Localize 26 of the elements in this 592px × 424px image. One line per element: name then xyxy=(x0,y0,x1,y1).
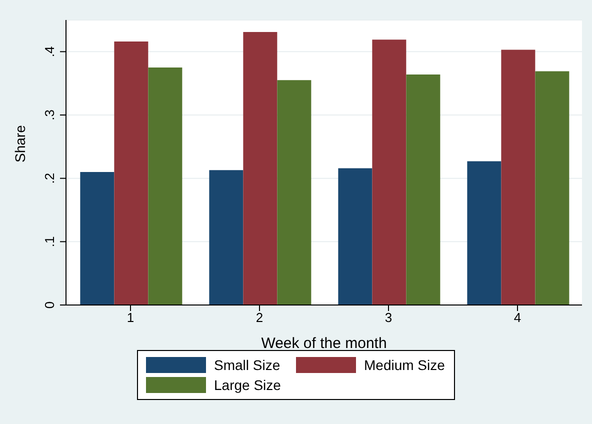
bar xyxy=(243,32,278,305)
bar xyxy=(406,74,440,305)
x-tick-label: 4 xyxy=(514,310,522,326)
bar xyxy=(535,71,570,305)
legend-label: Small Size xyxy=(214,357,280,373)
legend-label: Large Size xyxy=(214,377,281,393)
x-tick-label: 2 xyxy=(256,310,264,326)
x-axis-title: Week of the month xyxy=(261,335,387,352)
bar xyxy=(80,172,114,305)
bar xyxy=(467,161,502,305)
bar xyxy=(114,42,148,305)
x-tick-label: 3 xyxy=(384,310,392,326)
bar xyxy=(209,170,244,305)
bar xyxy=(372,40,406,305)
y-axis-title: Share xyxy=(12,124,28,162)
y-tick-label: 0 xyxy=(42,301,57,309)
bar xyxy=(277,80,312,305)
y-tick-label: .2 xyxy=(42,172,57,184)
legend-label: Medium Size xyxy=(364,357,445,373)
bar xyxy=(338,168,372,305)
bar xyxy=(148,68,182,305)
y-tick-label: .1 xyxy=(42,236,57,248)
y-tick-label: .3 xyxy=(42,110,57,120)
bar xyxy=(501,50,536,305)
x-tick-label: 1 xyxy=(126,310,134,326)
y-tick-label: .4 xyxy=(42,46,57,58)
